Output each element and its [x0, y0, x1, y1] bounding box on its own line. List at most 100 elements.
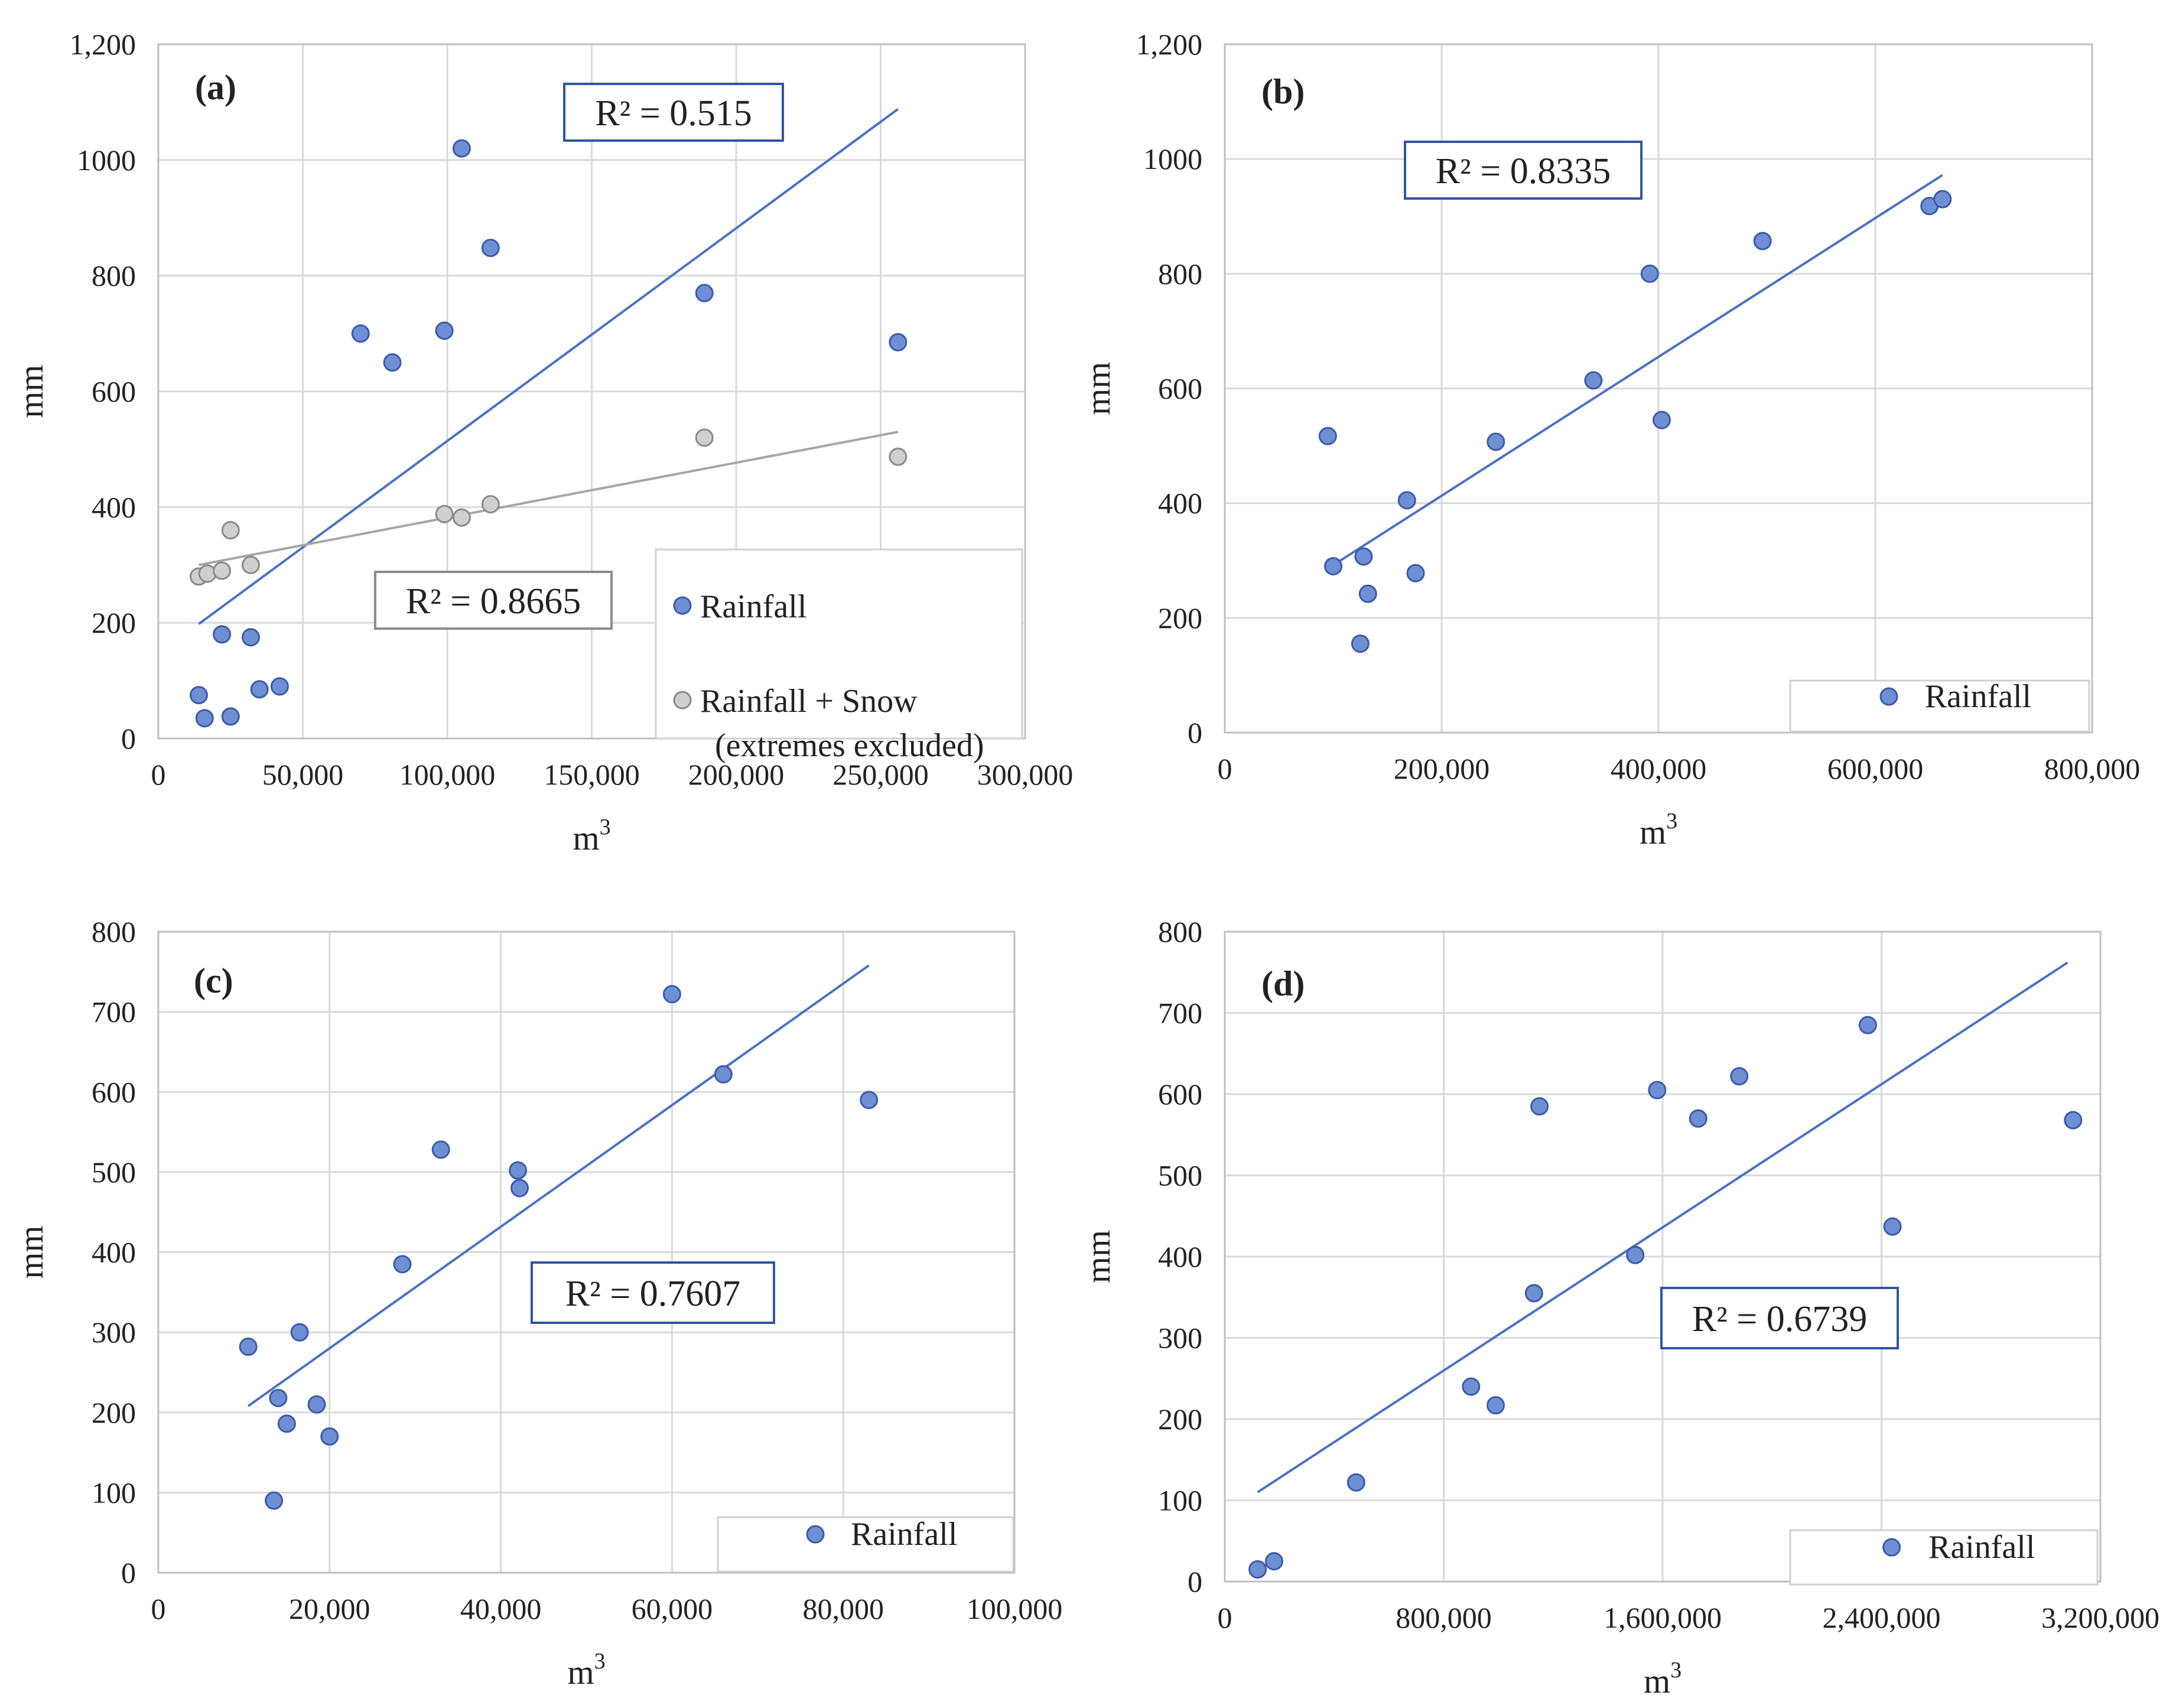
- panel-label: (d): [1261, 964, 1305, 1003]
- x-tick-label: 100,000: [967, 1592, 1063, 1625]
- y-tick-label: 700: [92, 995, 136, 1029]
- legend-label: Rainfall: [1925, 678, 2031, 715]
- data-point-rain: [265, 1491, 284, 1510]
- data-point-snow: [435, 505, 454, 523]
- x-tick-label: 1,600,000: [1604, 1601, 1722, 1634]
- x-tick-label: 600,000: [1827, 752, 1924, 785]
- y-tick-label: 500: [92, 1156, 136, 1189]
- legend-marker-snow: [673, 691, 692, 710]
- y-tick-label: 700: [1158, 997, 1202, 1030]
- data-point-rain: [1858, 1016, 1877, 1034]
- x-tick-label: 200,000: [1394, 752, 1490, 785]
- data-point-rain: [431, 1140, 450, 1159]
- data-point-rain: [195, 709, 214, 728]
- r2-box: [374, 571, 613, 630]
- data-point-rain: [481, 239, 500, 258]
- data-point-rain: [221, 707, 240, 726]
- y-tick-label: 1000: [1143, 142, 1202, 175]
- legend-label: Rainfall: [1928, 1529, 2035, 1566]
- data-point-rain: [239, 1338, 258, 1356]
- data-point-snow: [481, 494, 500, 513]
- data-point-snow: [213, 561, 232, 580]
- data-point-rain: [889, 333, 908, 352]
- data-point-rain: [1324, 557, 1342, 575]
- y-tick-label: 400: [92, 490, 136, 523]
- x-axis-title: m3: [573, 815, 610, 857]
- r2-box: [563, 83, 784, 142]
- x-tick-label: 150,000: [544, 758, 640, 791]
- data-point-rain: [662, 985, 681, 1004]
- x-tick-label: 40,000: [460, 1592, 542, 1625]
- trendline-rain: [198, 108, 899, 625]
- data-point-rain: [1487, 432, 1505, 451]
- x-tick-label: 0: [151, 1592, 166, 1625]
- legend-label: Rainfall: [851, 1516, 957, 1553]
- y-tick-label: 200: [1158, 601, 1202, 635]
- panel-a: 0 50,000 100,000 150,000 200,000 250,000 300,0…: [12, 28, 1073, 857]
- data-point-rain: [351, 324, 370, 343]
- data-point-rain: [1358, 584, 1377, 603]
- r2-label: R² = 0.515: [595, 93, 752, 134]
- data-point-rain: [320, 1427, 339, 1446]
- legend-label: Rainfall + Snow: [700, 683, 918, 720]
- data-point-rain: [1933, 190, 1952, 209]
- plot-frame: [157, 43, 1026, 740]
- data-point-rain: [860, 1091, 879, 1110]
- y-tick-label: 0: [121, 722, 136, 755]
- panel-label: (b): [1261, 72, 1305, 111]
- x-axis-title: m3: [1640, 809, 1677, 851]
- data-point-rain: [189, 686, 208, 705]
- data-point-snow: [695, 428, 714, 447]
- legend-box: [717, 1516, 1014, 1573]
- data-point-rain: [1883, 1217, 1902, 1236]
- legend-marker-rain: [673, 596, 692, 615]
- data-point-rain: [1406, 564, 1425, 583]
- y-axis-title: mm: [12, 365, 50, 418]
- y-tick-label: 400: [92, 1236, 136, 1269]
- y-tick-label: 600: [92, 1075, 136, 1108]
- x-tick-label: 50,000: [262, 758, 344, 791]
- x-tick-label: 800,000: [2044, 752, 2141, 785]
- legend-label-continued: (extremes excluded): [715, 727, 984, 764]
- legend-box: [1789, 679, 2090, 733]
- x-axis-title-base: m: [1644, 1662, 1670, 1700]
- y-tick-label: 600: [1158, 1078, 1202, 1111]
- data-point-rain: [1347, 1473, 1365, 1492]
- trendline-snow: [199, 431, 899, 567]
- x-axis-title-superscript: 3: [1666, 809, 1677, 834]
- data-point-snow: [241, 555, 260, 574]
- legend-box: [655, 548, 1023, 740]
- y-axis-title: mm: [12, 1225, 50, 1278]
- data-point-rain: [277, 1414, 296, 1433]
- data-point-rain: [1730, 1067, 1749, 1086]
- data-point-rain: [1753, 232, 1772, 250]
- r2-label: R² = 0.8335: [1436, 151, 1611, 191]
- data-point-rain: [695, 284, 714, 302]
- data-point-rain: [307, 1395, 326, 1414]
- x-axis-title-superscript: 3: [600, 815, 611, 840]
- r2-label: R² = 0.6739: [1692, 1299, 1867, 1339]
- data-point-rain: [714, 1065, 733, 1084]
- panel-label: (a): [195, 68, 236, 107]
- data-point-snow: [221, 521, 240, 539]
- y-tick-label: 100: [92, 1476, 136, 1509]
- y-tick-label: 800: [92, 259, 136, 292]
- plot-frame: [1224, 43, 2093, 734]
- data-point-rain: [1530, 1097, 1549, 1116]
- legend-label: Rainfall: [700, 588, 806, 625]
- r2-label: R² = 0.8665: [406, 581, 581, 622]
- y-tick-label: 800: [1158, 257, 1202, 290]
- data-point-rain: [2064, 1111, 2083, 1130]
- y-tick-label: 0: [1188, 716, 1202, 749]
- data-point-rain: [1248, 1560, 1267, 1579]
- x-tick-label: 80,000: [802, 1592, 884, 1625]
- y-tick-label: 100: [1158, 1484, 1202, 1517]
- panel-label: (c): [194, 961, 233, 1000]
- data-point-rain: [1462, 1377, 1481, 1396]
- y-tick-label: 800: [92, 915, 136, 948]
- y-tick-label: 200: [1158, 1403, 1202, 1436]
- r2-box: [531, 1261, 775, 1324]
- plot-frame: [1224, 931, 2102, 1583]
